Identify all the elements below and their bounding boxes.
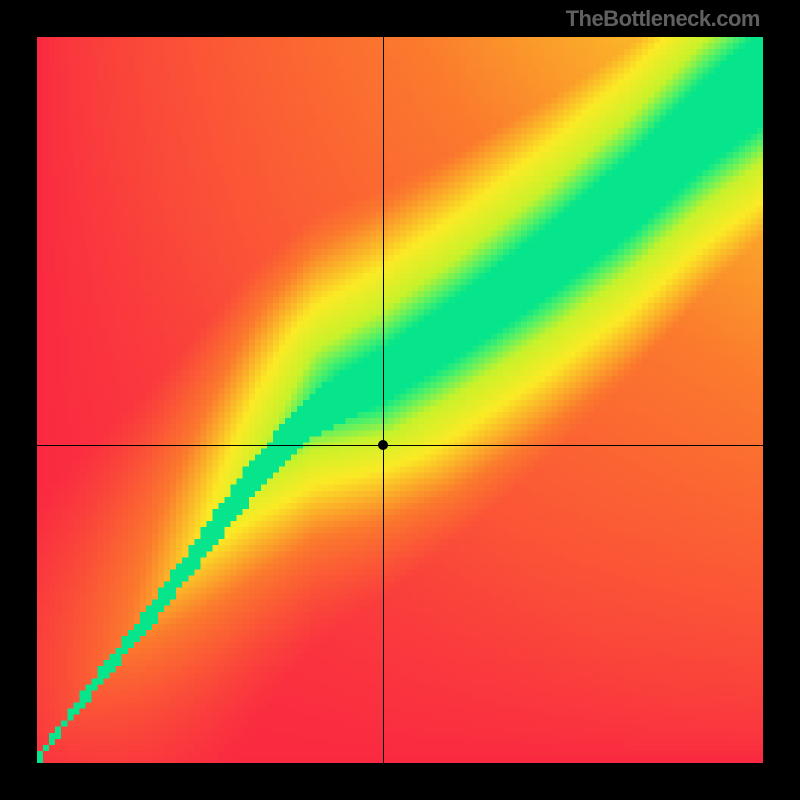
- heatmap-canvas: [37, 37, 763, 763]
- attribution-text: TheBottleneck.com: [566, 6, 760, 32]
- chart-container: TheBottleneck.com: [0, 0, 800, 800]
- heatmap-plot: [37, 37, 763, 763]
